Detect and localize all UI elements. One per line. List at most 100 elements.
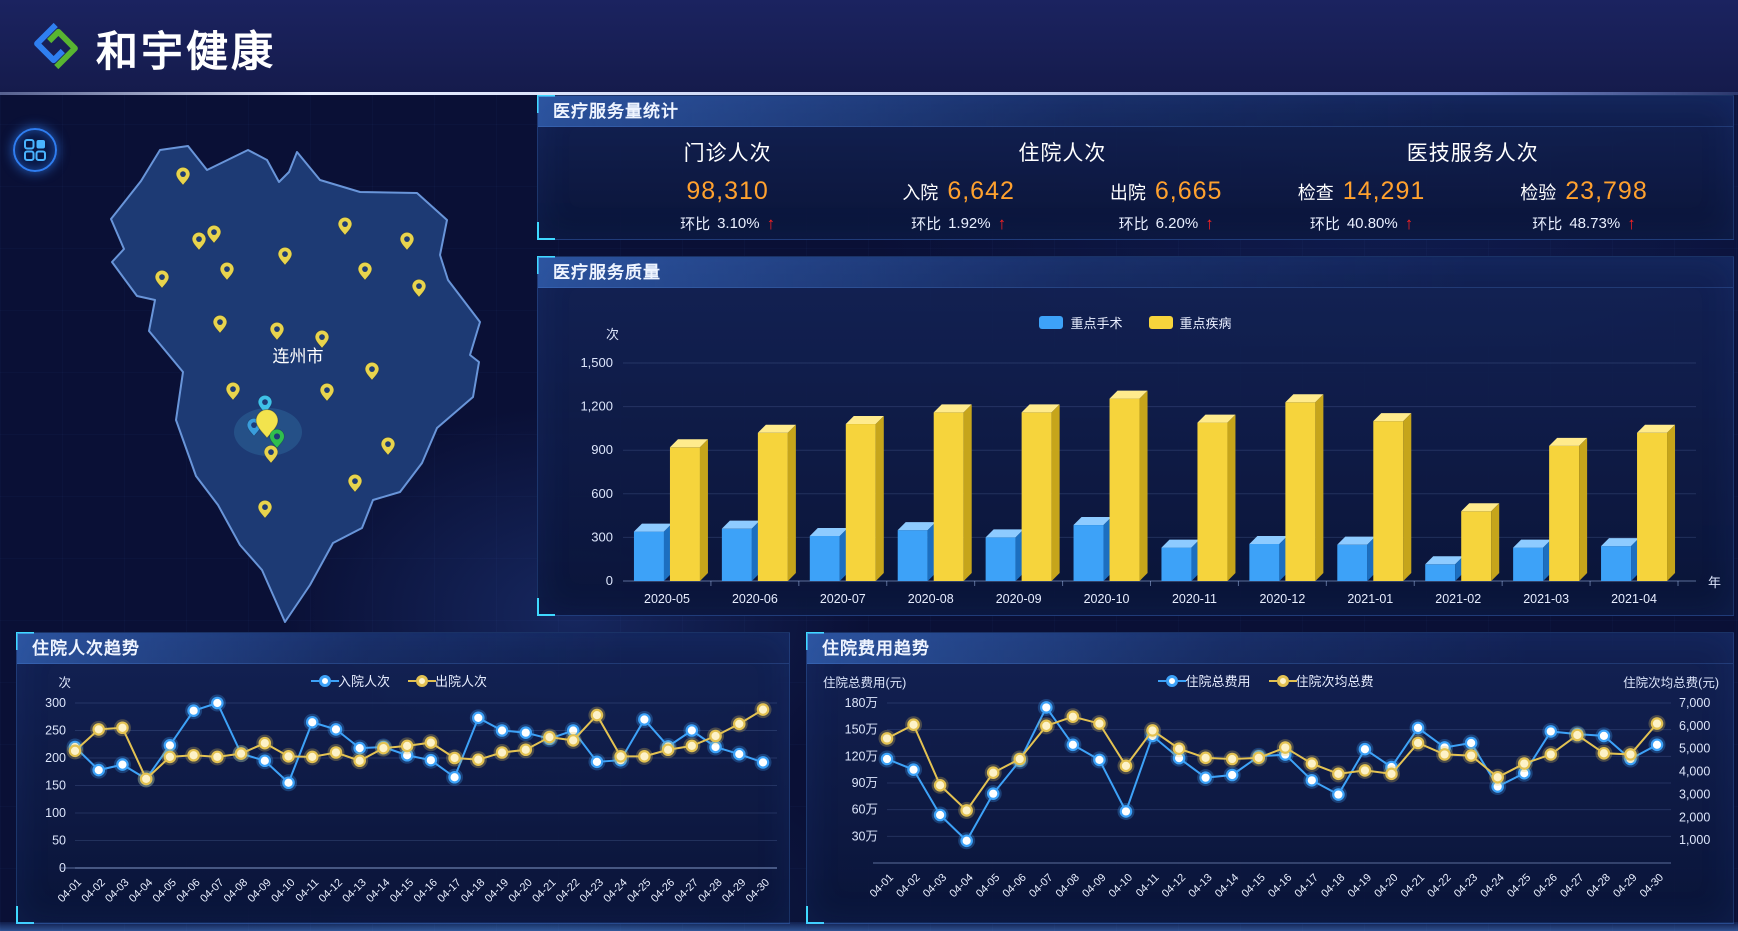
stat-group-label: 住院人次 <box>1018 142 1107 165</box>
svg-text:50: 50 <box>52 834 66 848</box>
map-pin[interactable] <box>219 262 235 281</box>
panel-title: 医疗服务质量 <box>553 263 661 282</box>
stat-value: 6,665 <box>1154 177 1223 205</box>
svg-text:60万: 60万 <box>852 803 878 817</box>
header-divider <box>0 92 1738 95</box>
map-pin[interactable] <box>314 330 330 349</box>
legend-item-avg-cost[interactable]: 住院次均总费 <box>1268 671 1374 690</box>
panel-header: 住院费用趋势 <box>807 633 1733 664</box>
map-pin[interactable] <box>263 445 279 464</box>
panel-header: 医疗服务量统计 <box>538 96 1733 127</box>
svg-text:04-24: 04-24 <box>601 877 629 905</box>
panel-header: 住院人次趋势 <box>17 633 789 664</box>
city-map-area: 连州市 <box>0 95 533 625</box>
stat-item: 出院 6,665 环比 6.20% ↑ <box>1110 177 1223 234</box>
apps-grid-button[interactable] <box>13 128 57 172</box>
svg-text:04-16: 04-16 <box>1266 872 1294 900</box>
svg-text:04-06: 04-06 <box>1000 872 1028 900</box>
map-pin[interactable] <box>257 395 273 414</box>
map-pin[interactable] <box>175 167 191 186</box>
svg-text:04-12: 04-12 <box>317 877 345 905</box>
legend-label: 出院人次 <box>435 674 488 689</box>
stat-group-outpatient: 门诊人次 98,310 环比 3.10% ↑ <box>598 127 857 241</box>
svg-text:1,500: 1,500 <box>580 355 613 370</box>
legend-item-surgery[interactable]: 重点手术 <box>1039 313 1123 332</box>
map-pin[interactable] <box>337 217 353 236</box>
svg-text:04-05: 04-05 <box>151 877 179 905</box>
map-pin[interactable] <box>357 262 373 281</box>
svg-text:04-14: 04-14 <box>1213 872 1241 900</box>
svg-text:04-14: 04-14 <box>364 877 392 905</box>
stat-prefix: 出院 <box>1109 183 1146 203</box>
map-pin[interactable] <box>347 474 363 493</box>
map-pin[interactable] <box>399 232 415 251</box>
stat-group-medtech: 医技服务人次 检查 14,291 环比 40.80% ↑ <box>1268 127 1678 241</box>
svg-text:住院总费用(元): 住院总费用(元) <box>823 676 906 690</box>
svg-text:次: 次 <box>58 676 71 690</box>
stat-item: 检验 23,798 环比 48.73% ↑ <box>1520 177 1647 234</box>
svg-text:04-23: 04-23 <box>578 877 606 905</box>
svg-text:300: 300 <box>591 529 613 544</box>
svg-text:04-02: 04-02 <box>894 872 922 900</box>
stat-prefix: 检查 <box>1297 183 1334 203</box>
mom-value: 6.20% <box>1155 215 1199 232</box>
svg-text:04-17: 04-17 <box>1293 872 1321 900</box>
svg-text:04-11: 04-11 <box>294 877 322 905</box>
map-pin[interactable] <box>269 428 285 449</box>
stat-item: 检查 14,291 环比 40.80% ↑ <box>1298 177 1425 234</box>
map-pin[interactable] <box>206 225 222 244</box>
legend-item-disease[interactable]: 重点疾病 <box>1148 313 1232 332</box>
svg-text:04-28: 04-28 <box>1585 872 1613 900</box>
up-arrow-icon: ↑ <box>1205 213 1214 233</box>
svg-text:04-01: 04-01 <box>868 872 896 900</box>
svg-text:04-25: 04-25 <box>1505 872 1533 900</box>
map-pin[interactable] <box>364 362 380 381</box>
legend-item-admissions[interactable]: 入院人次 <box>310 671 390 690</box>
panel-title: 医疗服务量统计 <box>553 102 679 121</box>
map-pin[interactable] <box>380 437 396 456</box>
map-pin[interactable] <box>319 383 335 402</box>
legend-item-discharges[interactable]: 出院人次 <box>408 671 488 690</box>
svg-text:2021-01: 2021-01 <box>1347 592 1393 606</box>
svg-text:200: 200 <box>45 751 66 765</box>
svg-text:04-22: 04-22 <box>1425 872 1453 900</box>
up-arrow-icon: ↑ <box>766 213 776 233</box>
svg-text:04-01: 04-01 <box>56 877 84 905</box>
svg-text:04-15: 04-15 <box>1239 872 1267 900</box>
svg-text:04-10: 04-10 <box>1107 872 1135 900</box>
svg-text:04-19: 04-19 <box>483 877 511 905</box>
stat-value: 98,310 <box>686 177 769 205</box>
legend-item-total-cost[interactable]: 住院总费用 <box>1158 671 1251 690</box>
svg-text:2020-11: 2020-11 <box>1172 592 1217 606</box>
svg-text:04-26: 04-26 <box>649 877 677 905</box>
svg-text:2021-04: 2021-04 <box>1611 592 1657 606</box>
map-pin[interactable] <box>411 279 427 298</box>
map-pin[interactable] <box>257 500 273 519</box>
map-pin[interactable] <box>212 315 228 334</box>
stat-value: 23,798 <box>1565 177 1648 205</box>
svg-text:年: 年 <box>1708 575 1721 590</box>
bar-chart-legend: 重点手术 重点疾病 <box>538 313 1733 332</box>
grid-icon <box>24 139 46 161</box>
svg-text:04-09: 04-09 <box>1080 872 1108 900</box>
svg-text:04-03: 04-03 <box>103 877 131 905</box>
map-pin[interactable] <box>225 382 241 401</box>
svg-text:住院次均总费(元): 住院次均总费(元) <box>1623 676 1719 690</box>
svg-text:04-13: 04-13 <box>1186 872 1214 900</box>
svg-text:04-22: 04-22 <box>554 877 582 905</box>
map-pin[interactable] <box>154 270 170 289</box>
map-pin[interactable] <box>277 247 293 266</box>
svg-text:04-15: 04-15 <box>388 877 416 905</box>
stat-value: 6,642 <box>947 177 1015 205</box>
svg-text:04-20: 04-20 <box>1372 872 1400 900</box>
stat-item: 98,310 环比 3.10% ↑ <box>680 177 775 234</box>
inpatient-trend-panel: 住院人次趋势 入院人次 出院人次 0 50 100 150 200 250 300 次 04-0… <box>16 632 790 924</box>
panel-title: 住院费用趋势 <box>822 639 930 658</box>
svg-text:04-25: 04-25 <box>625 877 653 905</box>
map-pin[interactable] <box>191 232 207 251</box>
legend-swatch <box>1039 316 1064 329</box>
svg-text:1,000: 1,000 <box>1679 833 1710 847</box>
svg-text:2020-10: 2020-10 <box>1084 592 1130 606</box>
map-pin[interactable] <box>269 322 285 341</box>
